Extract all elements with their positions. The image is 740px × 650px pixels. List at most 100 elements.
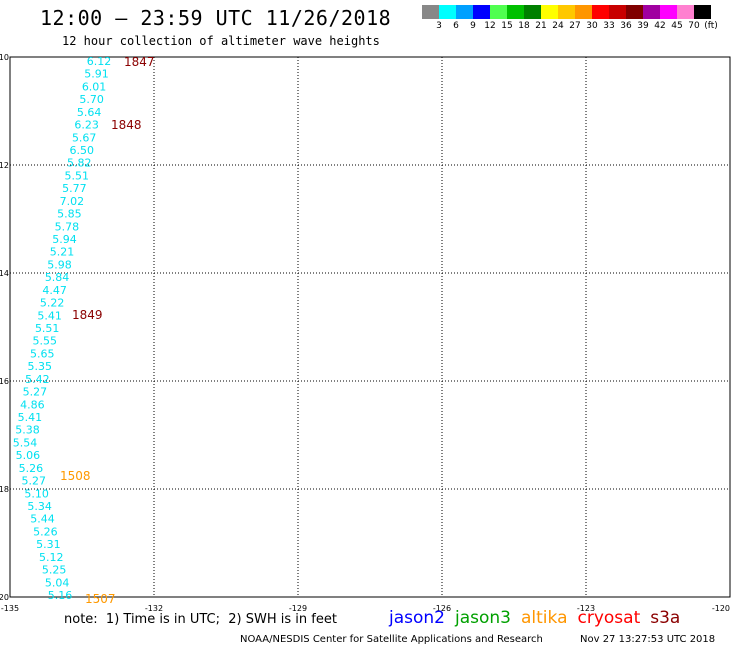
- wave-height-value: 5.77: [62, 182, 87, 195]
- lon-label: -120: [712, 604, 730, 613]
- lat-label: -18: [0, 485, 9, 494]
- scale-label: 39: [637, 21, 649, 31]
- scale-swatch: [422, 5, 439, 19]
- scale-label: 9: [470, 21, 476, 31]
- lat-label: -16: [0, 377, 9, 386]
- scale-swatch: [694, 5, 711, 19]
- lon-label: -135: [1, 604, 19, 613]
- scale-swatch: [575, 5, 592, 19]
- footer-note: note: 1) Time is in UTC; 2) SWH is in fe…: [64, 612, 337, 627]
- wave-height-value: 5.34: [27, 500, 52, 513]
- scale-label: 6: [453, 21, 459, 31]
- scale-swatch: [592, 5, 609, 19]
- wave-height-value: 6.23: [74, 119, 99, 132]
- wave-height-value: 6.50: [69, 144, 94, 157]
- lat-label: -10: [0, 53, 9, 62]
- wave-height-value: 5.44: [30, 513, 55, 526]
- satellite-name: jason3: [455, 608, 511, 628]
- scale-label: 18: [518, 21, 530, 31]
- scale-swatch: [626, 5, 643, 19]
- wave-height-value: 5.04: [45, 576, 70, 589]
- wave-height-value: 5.27: [22, 475, 47, 488]
- scale-swatch: [558, 5, 575, 19]
- scale-swatch: [507, 5, 524, 19]
- wave-height-value: 5.41: [18, 411, 43, 424]
- scale-swatch: [541, 5, 558, 19]
- scale-label: 15: [501, 21, 513, 31]
- wave-height-value: 5.26: [19, 462, 44, 475]
- wave-height-value: 5.31: [36, 538, 61, 551]
- time-label: 1508: [60, 469, 91, 483]
- credit-line: NOAA/NESDIS Center for Satellite Applica…: [240, 634, 543, 645]
- generated-timestamp: Nov 27 13:27:53 UTC 2018: [580, 634, 716, 645]
- color-scale-labels: 3 6 9 12 15 18 21 24 27 30 33 36 39 42 45 70 (ft): [422, 19, 718, 33]
- wave-height-value: 5.85: [57, 208, 82, 221]
- scale-swatch: [660, 5, 677, 19]
- scale-label: 24: [552, 21, 564, 31]
- wave-height-value: 5.41: [37, 309, 62, 322]
- scale-label: 42: [654, 21, 666, 31]
- scale-swatch: [677, 5, 694, 19]
- color-scale-legend: 3 6 9 12 15 18 21 24 27 30 33 36 39 42 45 70 (ft): [422, 5, 718, 33]
- wave-height-value: 5.26: [33, 525, 58, 538]
- wave-height-value: 5.51: [65, 169, 90, 182]
- time-label: 1848: [111, 118, 142, 132]
- wave-height-value: 5.78: [55, 220, 80, 233]
- wave-height-value: 7.02: [60, 195, 85, 208]
- time-label: 1847: [124, 55, 155, 69]
- wave-height-value: 5.06: [16, 449, 41, 462]
- wave-height-value: 5.55: [32, 335, 57, 348]
- time-label: 1507: [85, 592, 116, 606]
- wave-height-value: 5.91: [84, 68, 109, 81]
- satellite-legend: jason2 jason3 altika cryosat s3a: [389, 608, 690, 628]
- wave-height-value: 5.65: [30, 347, 55, 360]
- wave-height-value: 5.35: [28, 360, 53, 373]
- lat-label: -14: [0, 269, 9, 278]
- satellite-name: s3a: [650, 608, 681, 628]
- wave-height-value: 5.38: [15, 424, 40, 437]
- color-scale-swatches: [422, 5, 711, 19]
- scale-swatch: [439, 5, 456, 19]
- lon-label: -126: [433, 604, 451, 613]
- scale-label: 45: [671, 21, 683, 31]
- scale-swatch: [473, 5, 490, 19]
- wave-height-value: 5.70: [79, 93, 104, 106]
- lon-label: -129: [289, 604, 307, 613]
- lon-label: -132: [145, 604, 163, 613]
- wave-height-value: 5.51: [35, 322, 60, 335]
- satellite-name: altika: [521, 608, 568, 628]
- wave-height-value: 5.42: [25, 373, 50, 386]
- wave-height-value: 6.01: [82, 80, 107, 93]
- wave-height-value: 5.21: [50, 246, 75, 259]
- time-label: 1849: [72, 308, 103, 322]
- satellite-name: jason2: [389, 608, 445, 628]
- scale-swatch: [490, 5, 507, 19]
- wave-height-value: 5.98: [47, 258, 72, 271]
- scale-swatch: [643, 5, 660, 19]
- wave-height-value: 5.22: [40, 297, 65, 310]
- wave-height-value: 5.12: [39, 551, 64, 564]
- scale-label: (ft): [704, 21, 718, 31]
- scale-label: 36: [620, 21, 632, 31]
- wave-height-value: 5.67: [72, 131, 97, 144]
- satellite-name: cryosat: [577, 608, 641, 628]
- scale-label: 3: [436, 21, 442, 31]
- lat-label: -20: [0, 593, 9, 602]
- wave-height-value: 5.27: [23, 386, 48, 399]
- scale-label: 12: [484, 21, 496, 31]
- wave-height-value: 5.10: [24, 487, 49, 500]
- wave-height-value: 5.94: [52, 233, 77, 246]
- wave-height-value: 4.86: [20, 398, 45, 411]
- scale-swatch: [609, 5, 626, 19]
- wave-height-value: 5.82: [67, 157, 92, 170]
- scale-swatch: [524, 5, 541, 19]
- page-subtitle: 12 hour collection of altimeter wave hei…: [62, 34, 380, 48]
- wave-height-value: 5.25: [42, 564, 67, 577]
- scale-label: 30: [586, 21, 598, 31]
- wave-height-value: 5.84: [45, 271, 70, 284]
- scale-label: 33: [603, 21, 615, 31]
- wave-height-value: 4.47: [42, 284, 67, 297]
- wave-height-value: 6.12: [87, 55, 112, 68]
- lat-label: -12: [0, 161, 9, 170]
